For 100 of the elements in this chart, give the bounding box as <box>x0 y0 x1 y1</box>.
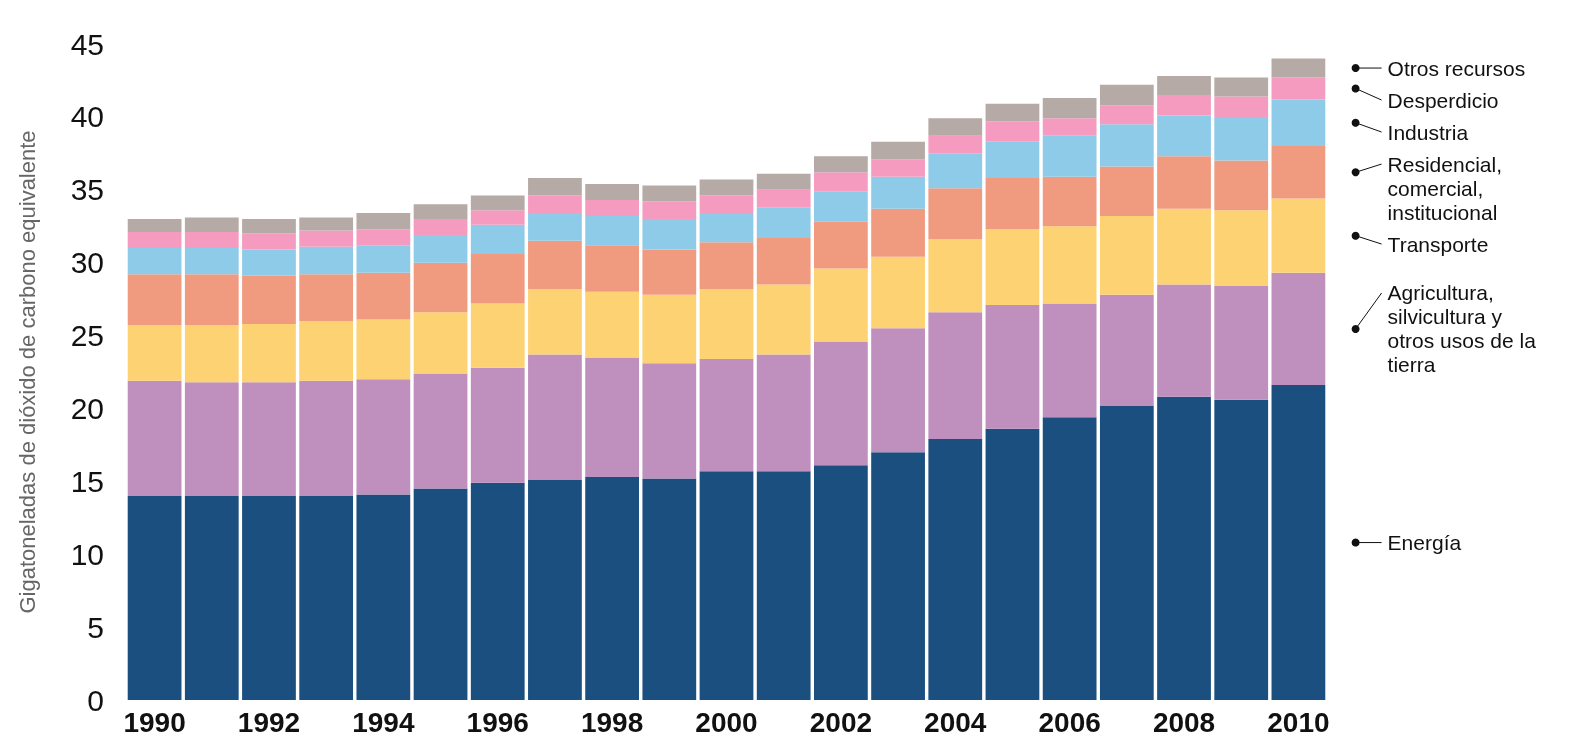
x-tick-label: 1992 <box>237 706 301 738</box>
bar <box>184 382 239 496</box>
bar <box>928 439 983 700</box>
bar <box>127 274 182 326</box>
bar <box>928 188 983 240</box>
bar <box>470 224 525 254</box>
x-tick-label: 2000 <box>695 706 758 738</box>
bar <box>1214 399 1269 700</box>
bar <box>299 246 354 275</box>
bar <box>413 312 468 374</box>
text: Energía <box>1387 531 1462 555</box>
bar <box>756 354 811 472</box>
y-tick-label: 20 <box>70 391 104 425</box>
bar <box>1271 99 1326 147</box>
bar <box>1157 208 1211 285</box>
y-tick-label: 40 <box>70 100 104 134</box>
bar <box>1157 284 1211 397</box>
x-tick-label: 1994 <box>352 706 415 738</box>
bar <box>356 494 411 700</box>
x-tick-label: 2002 <box>809 706 873 738</box>
bar <box>528 240 582 289</box>
bar <box>1157 156 1211 209</box>
bar <box>184 232 239 249</box>
bar <box>299 274 354 321</box>
bar <box>242 323 296 383</box>
bar <box>699 179 754 196</box>
bar <box>642 249 697 295</box>
bar <box>699 471 754 700</box>
y-tick-label: 15 <box>70 464 104 498</box>
bar <box>642 294 697 364</box>
bar <box>1099 124 1154 167</box>
bar <box>756 284 811 355</box>
bar <box>642 185 697 202</box>
bar <box>356 245 411 273</box>
bar <box>756 207 811 238</box>
bar <box>184 248 239 275</box>
bar <box>1042 303 1097 418</box>
bar <box>1214 116 1269 161</box>
bar <box>127 248 182 275</box>
bar <box>871 141 925 160</box>
bar <box>127 232 182 249</box>
bar <box>814 268 868 342</box>
bar <box>699 242 754 289</box>
x-tick-label: 2006 <box>1038 706 1101 738</box>
bar <box>356 272 411 320</box>
bar <box>528 479 582 700</box>
bar <box>242 249 296 276</box>
bar <box>242 218 296 234</box>
bar <box>928 118 983 136</box>
bar <box>299 217 354 231</box>
bar <box>985 304 1040 429</box>
bar <box>356 319 411 380</box>
bar <box>871 176 925 209</box>
bar <box>642 363 697 479</box>
bar <box>413 218 468 235</box>
bar <box>871 452 925 700</box>
y-tick-label: 30 <box>70 246 104 280</box>
bar <box>356 379 411 495</box>
bar <box>1099 84 1154 106</box>
bar <box>1042 226 1097 304</box>
bar <box>1099 405 1154 700</box>
bar <box>1214 77 1269 97</box>
bar <box>1271 146 1326 199</box>
bar <box>585 183 639 200</box>
bar <box>699 213 754 243</box>
bar <box>699 358 754 472</box>
bar <box>756 173 811 190</box>
bar <box>985 121 1040 142</box>
bar <box>871 256 925 329</box>
bar <box>413 262 468 313</box>
y-axis-title: Gigatoneladas de dióxido de carbono equivalente <box>14 130 40 614</box>
bar <box>985 141 1040 179</box>
bar <box>356 229 411 246</box>
bar <box>585 199 639 217</box>
x-tick-label: 2010 <box>1267 706 1330 738</box>
bar <box>528 354 582 480</box>
bar <box>127 380 182 496</box>
text: Otros recursos <box>1387 56 1526 80</box>
bar <box>299 320 354 381</box>
bar <box>1271 58 1326 78</box>
bar <box>585 216 639 246</box>
x-tick-label: 1998 <box>580 706 644 738</box>
bar <box>470 482 525 700</box>
bar <box>1099 166 1154 217</box>
bar <box>985 178 1040 230</box>
text: Industria <box>1387 120 1469 144</box>
bar <box>699 195 754 214</box>
y-tick-label: 25 <box>70 319 104 353</box>
bar <box>1042 135 1097 177</box>
x-tick-label: 2008 <box>1152 706 1216 738</box>
bar <box>585 476 639 700</box>
bar <box>928 239 983 313</box>
bar <box>1214 96 1269 117</box>
bar <box>413 204 468 219</box>
bar <box>470 210 525 225</box>
bar <box>1042 118 1097 136</box>
bar <box>814 191 868 222</box>
bar <box>928 312 983 440</box>
bar <box>756 237 811 285</box>
bar <box>756 471 811 700</box>
